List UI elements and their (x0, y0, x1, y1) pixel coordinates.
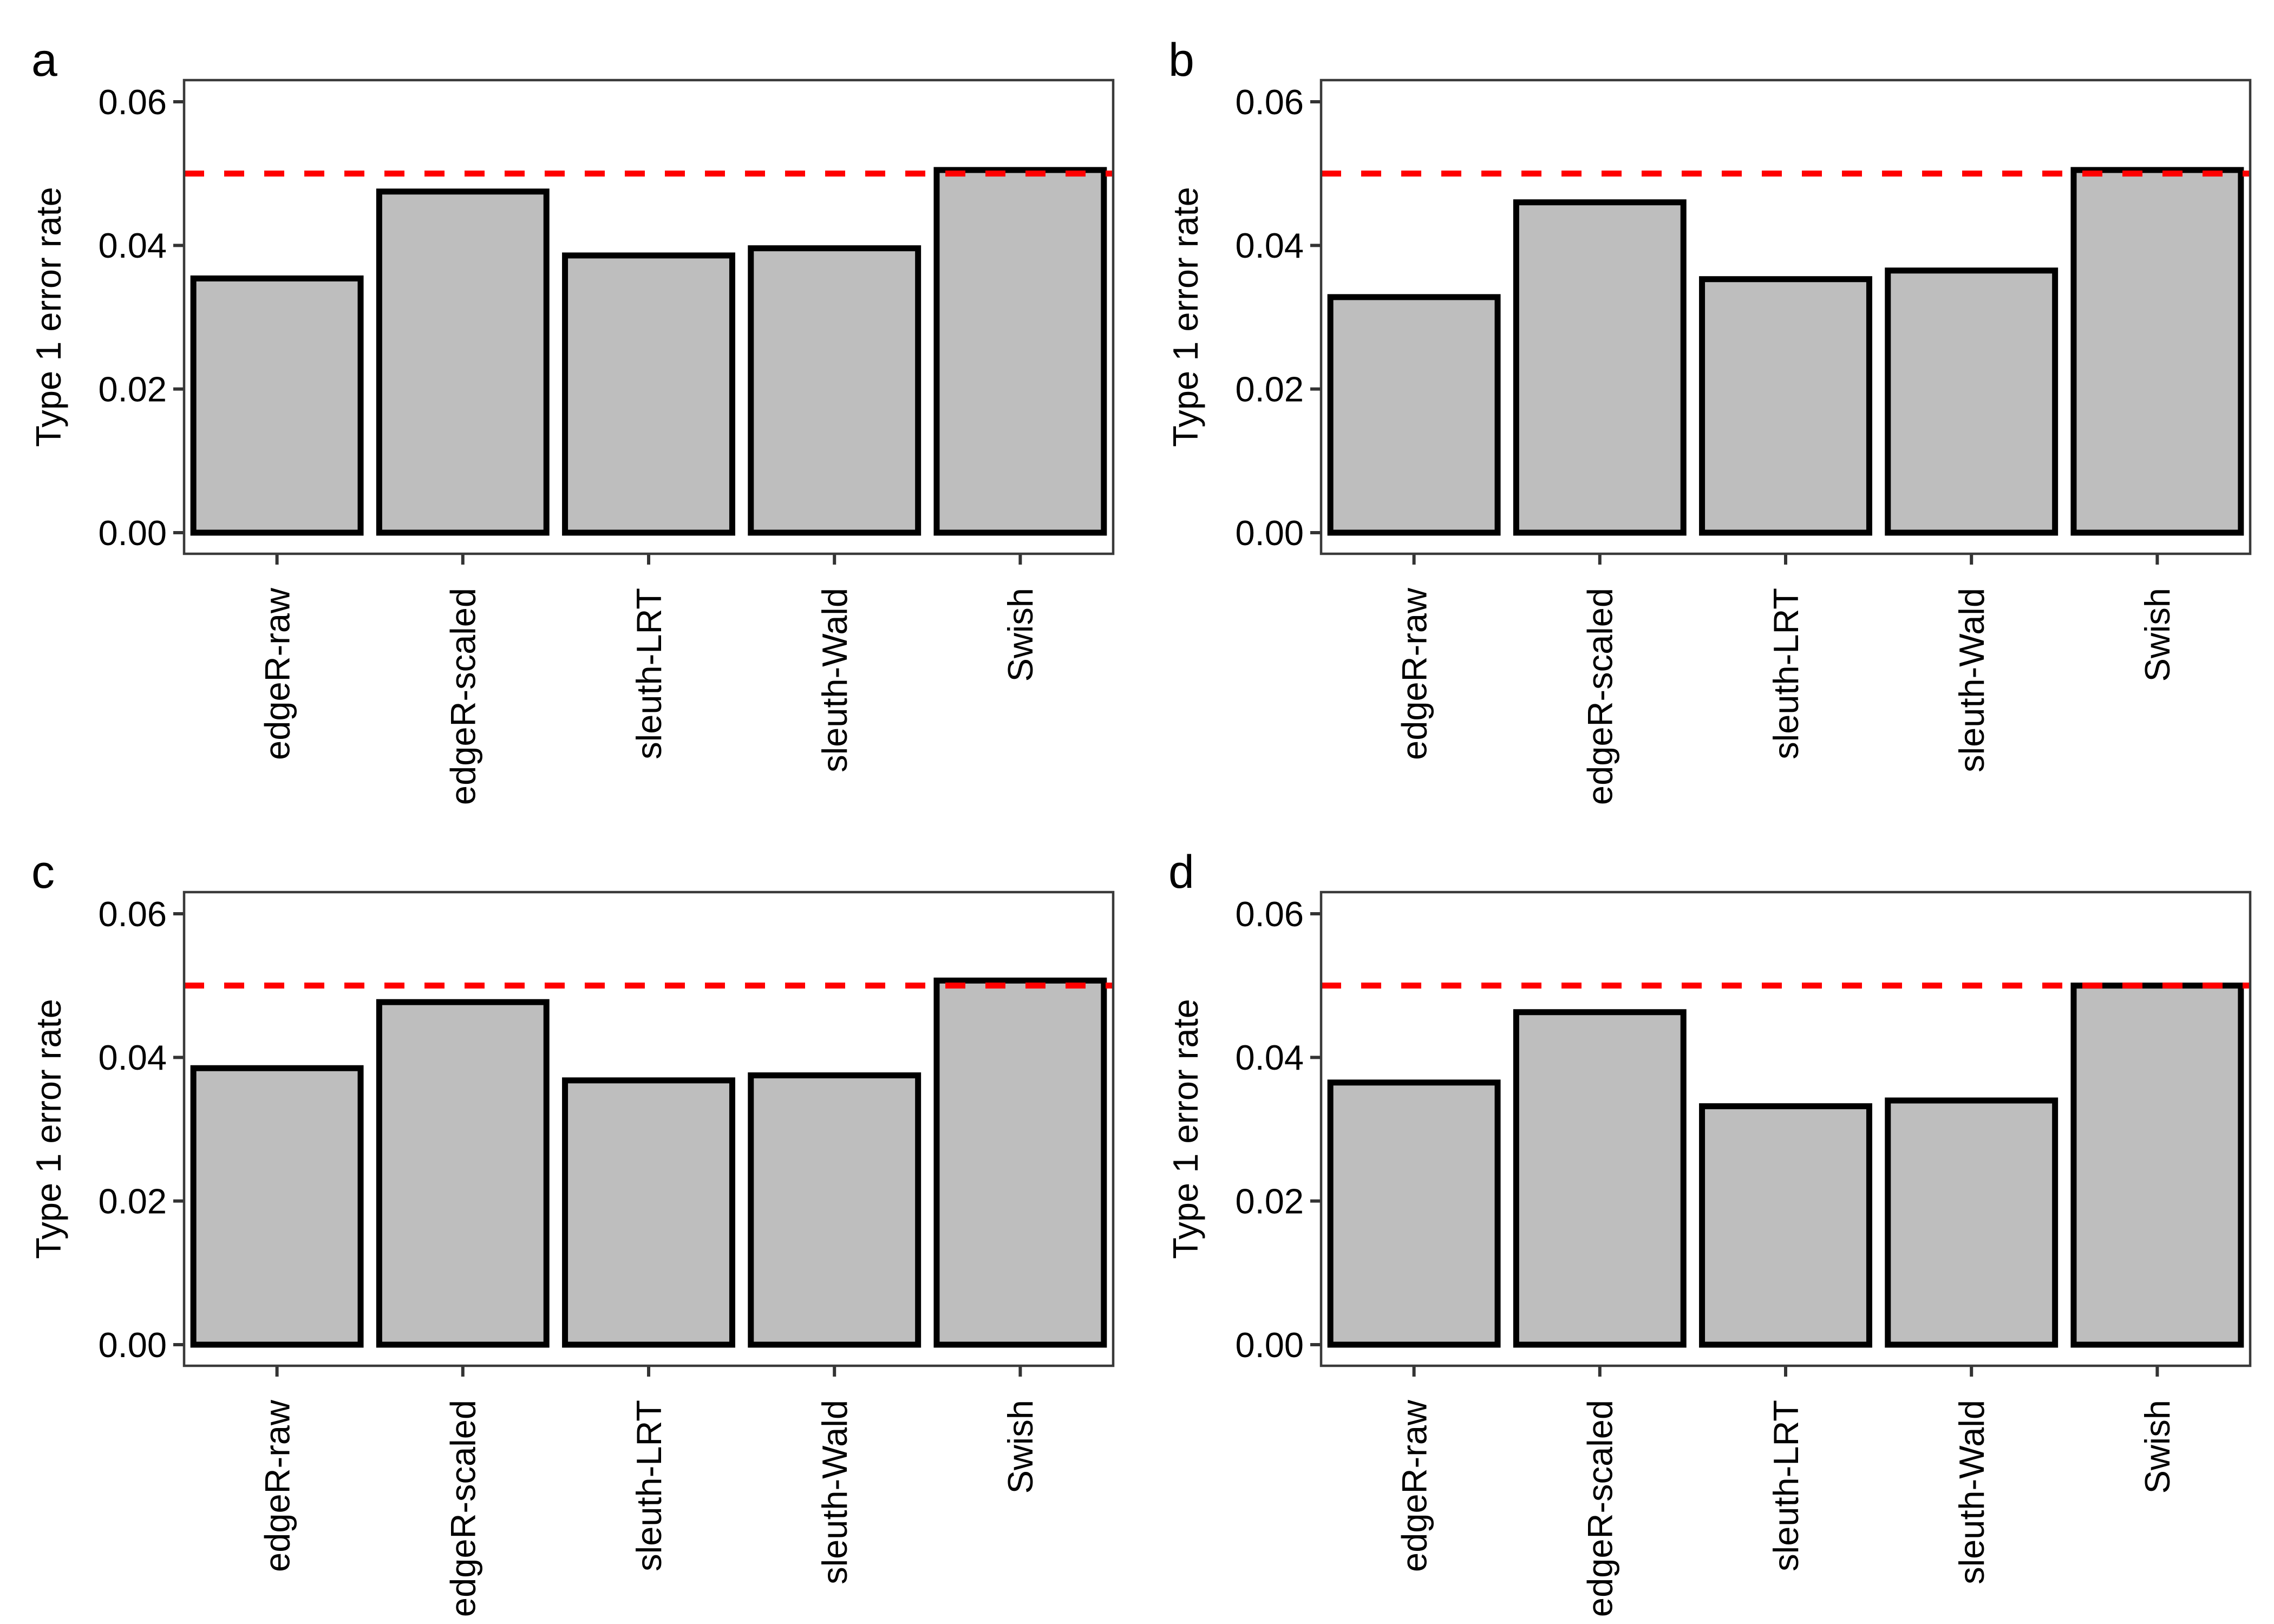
panel-border (1319, 78, 2252, 555)
x-tick-label: Swish (1001, 588, 1040, 682)
x-tick-label: edgeR-raw (1394, 587, 1434, 760)
bar-Swish (933, 167, 1107, 536)
panel-d: d Type 1 error rate 0.00 0.02 0.04 0.06 edgeR-… (1137, 812, 2274, 1624)
x-tick-label: edgeR-scaled (1580, 1400, 1620, 1617)
bar-edgeR-raw (1327, 1079, 1501, 1348)
y-tick-label: 0.06 (1235, 894, 1304, 934)
bar-edgeR-raw (190, 275, 364, 536)
bar-edgeR-scaled (376, 188, 550, 536)
y-tick-label: 0.04 (98, 226, 167, 265)
bar-sleuth-Wald (748, 1072, 922, 1348)
y-axis-title: Type 1 error rate (1166, 187, 1205, 447)
bar-edgeR-raw (190, 1065, 364, 1348)
bar-sleuth-Wald (1885, 267, 2059, 536)
y-tick-label: 0.02 (1235, 369, 1304, 409)
bar-sleuth-Wald (748, 245, 922, 536)
x-tick-label: edgeR-raw (1394, 1399, 1434, 1572)
x-tick-label: sleuth-Wald (1952, 1400, 1991, 1584)
bar-sleuth-LRT (562, 1077, 735, 1348)
bar-edgeR-scaled (1513, 1009, 1687, 1348)
y-tick-label: 0.04 (98, 1038, 167, 1077)
y-tick-label: 0.00 (98, 513, 167, 553)
x-tick-label: sleuth-LRT (629, 588, 669, 759)
x-tick-label: sleuth-LRT (629, 1400, 669, 1571)
x-tick-label: sleuth-LRT (1766, 588, 1806, 759)
bar-Swish (933, 977, 1107, 1348)
y-tick-label: 0.02 (1235, 1181, 1304, 1221)
panel-c: c Type 1 error rate 0.00 0.02 0.04 0.06 edgeR-… (0, 812, 1137, 1624)
x-tick-label: edgeR-scaled (1580, 588, 1620, 805)
x-tick-label: Swish (1001, 1400, 1040, 1494)
panel-letter: c (31, 846, 55, 898)
x-tick-label: sleuth-LRT (1766, 1400, 1806, 1571)
bar-Swish (2070, 167, 2244, 536)
y-axis-title: Type 1 error rate (1166, 999, 1205, 1259)
y-axis-title: Type 1 error rate (29, 187, 68, 447)
panel-letter: a (31, 34, 57, 86)
bar-edgeR-scaled (376, 999, 550, 1348)
panel-letter: b (1168, 34, 1194, 86)
bar-edgeR-scaled (1513, 199, 1687, 536)
panel-d-chart: d Type 1 error rate 0.00 0.02 0.04 0.06 edgeR-… (1166, 846, 2252, 1617)
y-tick-label: 0.04 (1235, 226, 1304, 265)
x-tick-label: Swish (2138, 588, 2177, 682)
y-tick-label: 0.06 (98, 894, 167, 934)
y-tick-label: 0.02 (98, 369, 167, 409)
bar-Swish (2070, 983, 2244, 1348)
y-tick-label: 0.06 (1235, 82, 1304, 122)
bar-sleuth-LRT (1699, 1103, 1872, 1348)
panel-border (1319, 890, 2252, 1367)
panel-b: b Type 1 error rate 0.00 0.02 0.04 0.06 edgeR-… (1137, 0, 2274, 812)
panel-c-chart: c Type 1 error rate 0.00 0.02 0.04 0.06 edgeR-… (29, 846, 1115, 1617)
y-tick-label: 0.04 (1235, 1038, 1304, 1077)
panel-border (182, 78, 1115, 555)
x-tick-label: edgeR-raw (257, 587, 297, 760)
x-tick-label: Swish (2138, 1400, 2177, 1494)
y-tick-label: 0.06 (98, 82, 167, 122)
x-tick-label: edgeR-scaled (443, 1400, 483, 1617)
panel-letter: d (1168, 846, 1194, 898)
x-tick-label: sleuth-Wald (1952, 588, 1991, 772)
x-tick-label: edgeR-scaled (443, 588, 483, 805)
x-tick-label: edgeR-raw (257, 1399, 297, 1572)
y-tick-label: 0.00 (1235, 513, 1304, 553)
y-tick-label: 0.00 (98, 1325, 167, 1365)
y-axis-title: Type 1 error rate (29, 999, 68, 1259)
x-tick-label: sleuth-Wald (815, 588, 854, 772)
x-tick-label: sleuth-Wald (815, 1400, 854, 1584)
bar-sleuth-LRT (1699, 276, 1872, 536)
bar-sleuth-LRT (562, 252, 735, 536)
bar-sleuth-Wald (1885, 1097, 2059, 1348)
panel-b-chart: b Type 1 error rate 0.00 0.02 0.04 0.06 edgeR-… (1166, 34, 2252, 805)
panel-border (182, 890, 1115, 1367)
panel-a-chart: a Type 1 error rate 0.00 0.02 0.04 0.06 edgeR-… (29, 34, 1115, 805)
panel-a: a Type 1 error rate 0.00 0.02 0.04 0.06 edgeR-… (0, 0, 1137, 812)
bar-edgeR-raw (1327, 294, 1501, 536)
y-tick-label: 0.00 (1235, 1325, 1304, 1365)
y-tick-label: 0.02 (98, 1181, 167, 1221)
